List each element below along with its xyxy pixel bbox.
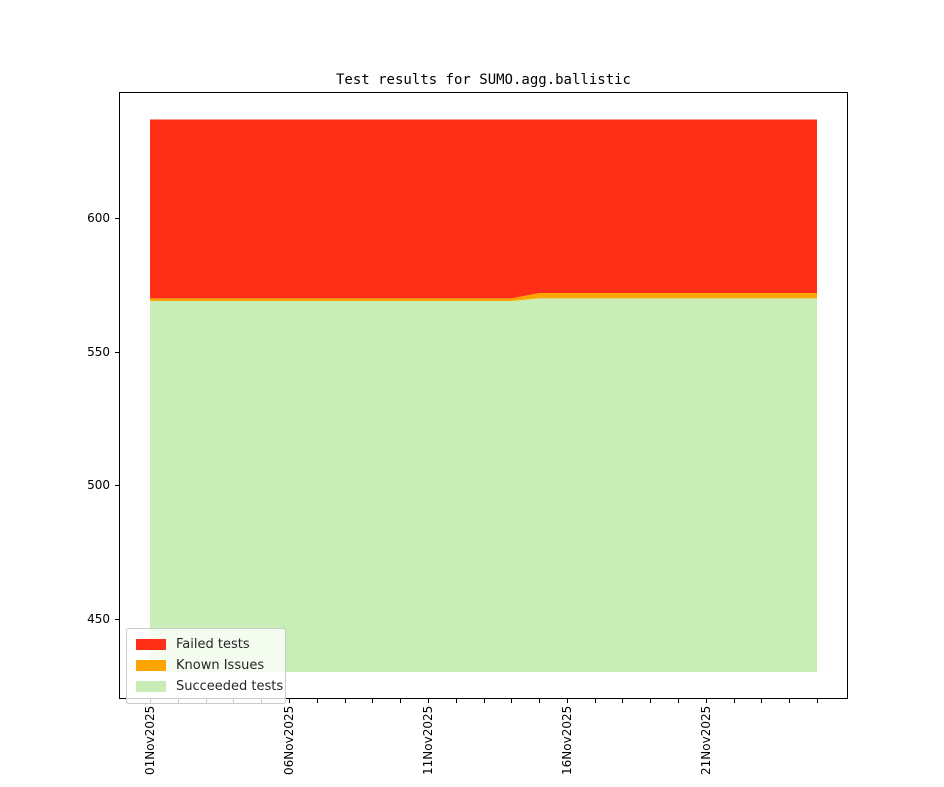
legend-label: Succeeded tests bbox=[176, 679, 284, 694]
x-tick-label: 01Nov2025 bbox=[143, 705, 157, 775]
x-tick-label: 16Nov2025 bbox=[559, 705, 574, 775]
legend: Failed tests Known Issues Succeeded test… bbox=[126, 628, 286, 704]
succeeded-tests-area bbox=[150, 298, 817, 673]
x-tick-label: 11Nov2025 bbox=[420, 705, 435, 775]
chart-title: Test results for SUMO.agg.ballistic bbox=[335, 72, 631, 88]
known-issues-swatch bbox=[136, 660, 166, 671]
legend-label: Known Issues bbox=[176, 658, 265, 673]
legend-item-failed-tests: Failed tests bbox=[136, 634, 276, 655]
x-tick-label: 06Nov2025 bbox=[281, 705, 296, 775]
y-tick-label: 600 bbox=[87, 211, 110, 226]
legend-item-known-issues: Known Issues bbox=[136, 655, 276, 676]
succeeded-tests-swatch bbox=[136, 681, 166, 692]
y-tick-label: 550 bbox=[87, 344, 110, 359]
known-issues-area bbox=[150, 292, 817, 302]
axes-border bbox=[119, 92, 848, 699]
failed-tests-area bbox=[150, 119, 817, 299]
legend-item-succeeded-tests: Succeeded tests bbox=[136, 676, 283, 697]
legend-label: Failed tests bbox=[176, 637, 250, 652]
failed-tests-swatch bbox=[136, 639, 166, 650]
y-tick-label: 450 bbox=[87, 611, 110, 626]
y-tick-label: 500 bbox=[87, 478, 110, 493]
x-tick-label: 21Nov2025 bbox=[698, 705, 713, 775]
